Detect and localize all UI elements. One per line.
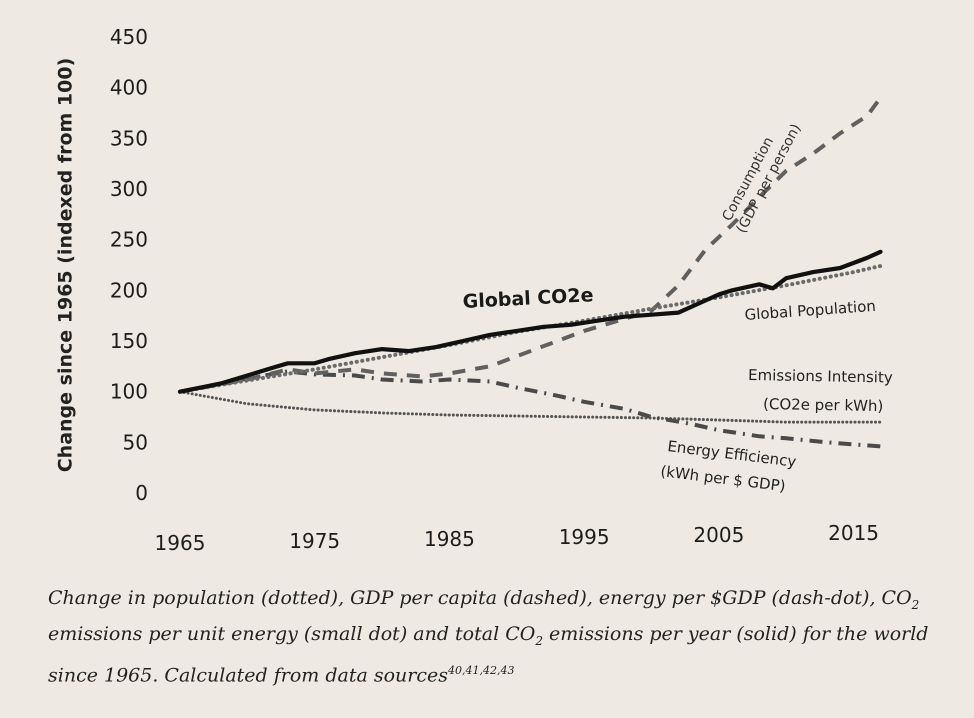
series-lines — [177, 96, 883, 449]
x-tick-label: 1995 — [559, 525, 610, 549]
y-tick-label: 300 — [110, 177, 148, 201]
series-line-energy-efficiency-kwh-per-gdp — [179, 369, 881, 449]
caption-sub-b: 2 — [535, 633, 543, 648]
y-tick-label: 250 — [110, 228, 148, 252]
caption-line3: since 1965. Calculated from data sources — [48, 663, 448, 686]
label-global-population: Global Population — [744, 297, 876, 324]
label-global-co2e: Global CO2e — [462, 284, 594, 313]
label-emissions-intensity-line1: Emissions Intensity — [748, 366, 893, 387]
y-tick-label: 100 — [110, 380, 148, 404]
y-axis-title: Change since 1965 (indexed from 100) — [48, 40, 82, 490]
y-tick-label: 200 — [110, 278, 148, 302]
figure-caption: Change in population (dotted), GDP per c… — [48, 584, 948, 690]
x-tick-label: 2005 — [693, 523, 744, 547]
series-line-consumption-gdp-per-person — [179, 96, 883, 394]
y-axis-ticks: 0 50 100 150 200 250 300 350 400 450 — [110, 25, 148, 505]
y-axis-title-text: Change since 1965 (indexed from 100) — [54, 57, 77, 473]
caption-refs: 40,41,42,43 — [447, 663, 515, 677]
y-tick-label: 0 — [135, 481, 148, 505]
x-axis-ticks: 1965 1975 1985 1995 2005 2015 — [155, 521, 879, 555]
x-tick-label: 1975 — [289, 529, 340, 553]
series-line-emissions-intensity-co2e-per-kwh — [178, 390, 882, 424]
x-tick-label: 1965 — [155, 531, 206, 555]
line-chart: 0 50 100 150 200 250 300 350 400 450 1965 1975 1985… — [110, 25, 893, 555]
caption-sub-a: 2 — [911, 597, 920, 612]
caption-line2b: emissions per year (solid) for the world — [542, 622, 929, 645]
label-consumption: Consumption (GDP per person) — [719, 121, 804, 235]
y-tick-label: 450 — [110, 25, 148, 49]
x-tick-label: 1985 — [424, 527, 475, 551]
series-line-global-co2e — [177, 249, 883, 394]
y-tick-label: 400 — [110, 76, 148, 100]
caption-line1: Change in population (dotted), GDP per c… — [48, 587, 912, 609]
caption-line2a: emissions per unit energy (small dot) an… — [48, 622, 536, 645]
y-tick-label: 350 — [110, 126, 148, 150]
y-tick-label: 50 — [123, 430, 148, 454]
y-tick-label: 150 — [110, 329, 148, 353]
x-tick-label: 2015 — [828, 521, 879, 545]
label-emissions-intensity-line2: (CO2e per kWh) — [763, 395, 884, 415]
